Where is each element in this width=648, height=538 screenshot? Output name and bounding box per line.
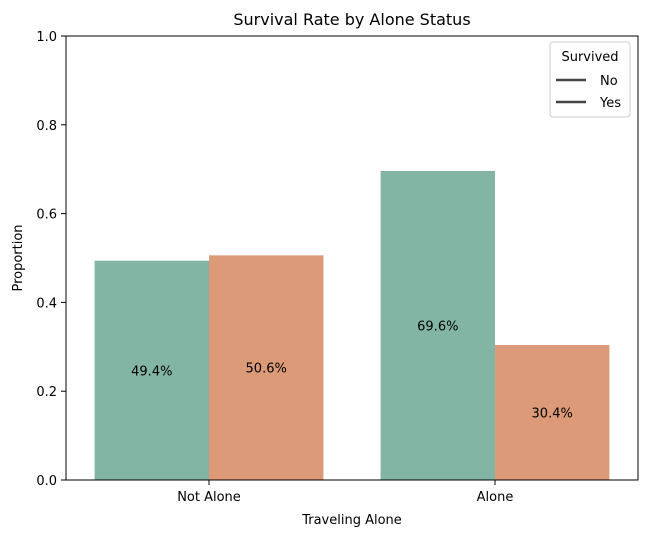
legend: Survived No Yes	[549, 41, 631, 118]
bar-label-no-alone: 69.6%	[417, 319, 458, 334]
x-tick-label: Not Alone	[177, 490, 241, 505]
bar-label-yes-alone: 30.4%	[532, 407, 573, 422]
bar-labels-layer: 49.4% 50.6% 69.6% 30.4%	[131, 319, 573, 421]
chart-title: Survival Rate by Alone Status	[233, 10, 470, 29]
bar-label-yes-not-alone: 50.6%	[246, 362, 287, 377]
y-tick-label: 0.4	[36, 296, 57, 311]
x-axis: Not Alone Alone	[177, 480, 513, 505]
y-tick-label: 0.2	[36, 385, 57, 400]
x-tick-label: Alone	[477, 490, 514, 505]
legend-entry-yes: Yes	[599, 96, 621, 111]
bars-layer	[94, 170, 610, 480]
y-tick-label: 0.0	[36, 474, 57, 489]
y-tick-label: 1.0	[36, 30, 57, 45]
bar-no-alone	[380, 170, 495, 480]
bar-yes-not-alone	[209, 255, 324, 480]
bar-yes-alone	[495, 345, 610, 480]
y-axis-label: Proportion	[11, 224, 26, 291]
legend-title: Survived	[561, 50, 618, 65]
legend-box	[549, 41, 631, 118]
y-tick-label: 0.8	[36, 119, 57, 134]
y-tick-label: 0.6	[36, 208, 57, 223]
bar-no-not-alone	[94, 260, 209, 480]
plot-frame	[65, 35, 639, 481]
legend-entry-no: No	[600, 74, 618, 89]
bar-label-no-not-alone: 49.4%	[131, 364, 172, 379]
x-axis-label: Traveling Alone	[301, 513, 402, 528]
y-axis: 0.0 0.2 0.4 0.6 0.8 1.0	[36, 30, 66, 489]
